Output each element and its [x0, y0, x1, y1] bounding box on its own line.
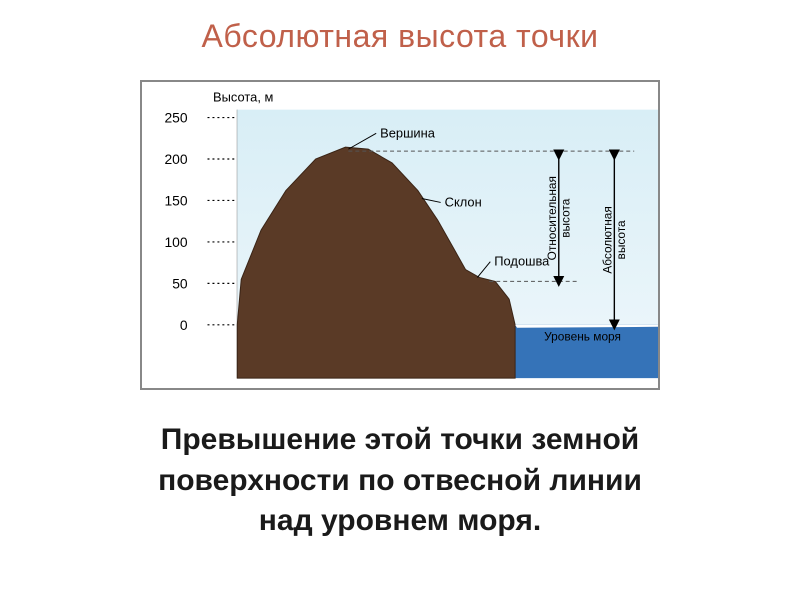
diagram-frame: 250200150100500 Высота, м Вершина Склон …	[140, 80, 660, 390]
svg-text:Абсолютная: Абсолютная	[600, 206, 614, 273]
caption-line-1: Превышение этой точки земной	[40, 420, 760, 461]
elevation-diagram: 250200150100500 Высота, м Вершина Склон …	[142, 82, 658, 388]
svg-text:250: 250	[164, 110, 187, 126]
page-title: Абсолютная высота точки	[0, 0, 800, 55]
svg-text:высота: высота	[614, 220, 628, 259]
svg-text:Склон: Склон	[445, 194, 482, 209]
y-axis-ticks: 250 200 150 100 50 0	[164, 110, 237, 333]
svg-text:100: 100	[164, 234, 187, 250]
caption-line-2: поверхности по отвесной линии	[40, 461, 760, 502]
svg-text:200: 200	[164, 151, 187, 167]
y-axis-label: Высота, м	[213, 90, 273, 105]
svg-text:Вершина: Вершина	[380, 125, 436, 140]
svg-text:0: 0	[180, 317, 188, 333]
svg-text:50: 50	[172, 275, 188, 291]
caption-line-3: над уровнем моря.	[40, 501, 760, 542]
svg-text:Относительная: Относительная	[545, 176, 559, 260]
sea-level-label: Уровень моря	[544, 330, 621, 344]
svg-text:Подошва: Подошва	[494, 254, 550, 269]
caption: Превышение этой точки земной поверхности…	[0, 420, 800, 542]
svg-text:высота: высота	[559, 198, 573, 237]
svg-text:150: 150	[164, 192, 187, 208]
